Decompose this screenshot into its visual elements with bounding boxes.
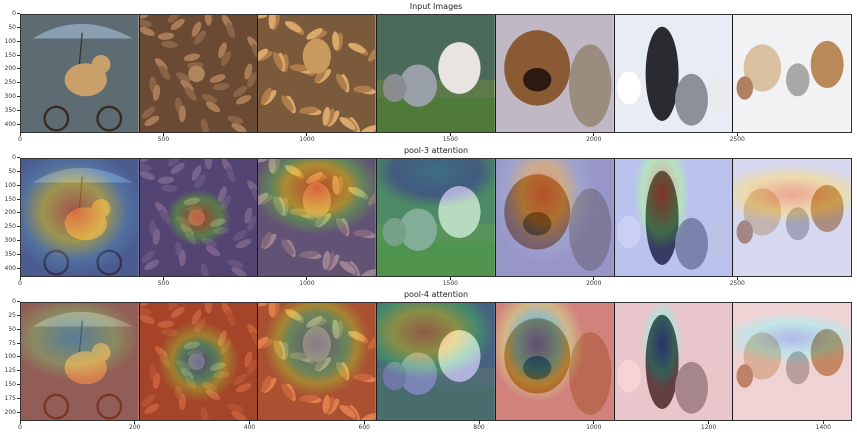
y-tick-label: 400 [0, 265, 20, 272]
y-tick-label: 250 [0, 223, 20, 230]
y-tick-label: 200 [0, 65, 20, 72]
y-tick-label: 300 [0, 93, 20, 100]
x-tick-label: 0 [8, 277, 32, 287]
y-tick-label: 150 [0, 196, 20, 203]
x-tick-label: 200 [123, 421, 147, 431]
y-tick-label: 100 [0, 353, 20, 360]
y-tick-label: 150 [0, 381, 20, 388]
y-tick-label: 300 [0, 237, 20, 244]
y-tick-label: 350 [0, 251, 20, 258]
dog-hidden-in-leaves-icon [139, 303, 259, 420]
y-tick-label: 0 [0, 298, 20, 305]
attention-heatmap [377, 159, 495, 276]
x-tick-label: 1200 [697, 421, 721, 431]
y-tick-label: 100 [0, 38, 20, 45]
dog-in-leaves-icon [258, 303, 378, 420]
y-tick-label: 125 [0, 367, 20, 374]
attention-heatmap [139, 303, 258, 420]
x-tick-label: 500 [151, 133, 175, 143]
row-title: pool-4 attention [403, 290, 469, 299]
y-tick-label: 350 [0, 107, 20, 114]
dogs-and-kittens-icon [733, 15, 851, 132]
dog-on-bicycle-umbrella-icon [21, 159, 140, 276]
cats-on-grass-icon [377, 159, 496, 276]
row-title: Input Images [409, 2, 463, 11]
y-tick-label: 200 [0, 409, 20, 416]
dog-hidden-in-leaves-icon [139, 159, 259, 276]
dog-and-cat-icon [495, 15, 615, 132]
dog-on-bicycle-umbrella-icon [21, 303, 140, 420]
dog-and-cat-icon [495, 159, 615, 276]
dog-hidden-in-leaves-icon [139, 15, 259, 132]
x-tick-label: 1000 [295, 133, 319, 143]
y-tick-label: 0 [0, 154, 20, 161]
y-tick-label: 0 [0, 10, 20, 17]
attention-heatmap [258, 303, 377, 420]
attention-heatmap [258, 159, 377, 276]
bulldog-and-cats-icon [614, 15, 734, 132]
x-tick-label: 1500 [438, 133, 462, 143]
y-tick-label: 200 [0, 209, 20, 216]
y-tick-label: 100 [0, 182, 20, 189]
x-tick-label: 1000 [295, 277, 319, 287]
x-tick-label: 1500 [438, 277, 462, 287]
cats-on-grass-icon [377, 303, 496, 420]
x-tick-label: 0 [8, 133, 32, 143]
attention-heatmap [614, 159, 733, 276]
x-tick-label: 2000 [582, 133, 606, 143]
dog-in-leaves-icon [258, 159, 378, 276]
y-tick-label: 75 [0, 340, 20, 347]
image-axes [20, 302, 852, 421]
attention-heatmap [733, 159, 851, 276]
x-tick-label: 2500 [725, 133, 749, 143]
attention-heatmap [21, 159, 139, 276]
y-tick-label: 175 [0, 395, 20, 402]
cats-on-grass-icon [377, 15, 496, 132]
x-tick-label: 2500 [725, 277, 749, 287]
y-tick-label: 25 [0, 312, 20, 319]
x-tick-label: 600 [352, 421, 376, 431]
x-tick-label: 500 [151, 277, 175, 287]
x-tick-label: 800 [467, 421, 491, 431]
dog-and-cat-icon [495, 303, 615, 420]
figure-row: pool-4 attention [0, 290, 857, 434]
y-tick-label: 50 [0, 24, 20, 31]
figure-row: Input Images [0, 2, 857, 146]
y-tick-label: 250 [0, 79, 20, 86]
x-tick-label: 0 [8, 421, 32, 431]
bulldog-and-cats-icon [614, 303, 734, 420]
attention-heatmap [21, 303, 139, 420]
attention-heatmap [733, 303, 851, 420]
attention-heatmap [495, 303, 614, 420]
x-tick-label: 2000 [582, 277, 606, 287]
x-tick-label: 400 [238, 421, 262, 431]
y-tick-label: 400 [0, 121, 20, 128]
image-axes [20, 158, 852, 277]
y-tick-label: 50 [0, 168, 20, 175]
bulldog-and-cats-icon [614, 159, 734, 276]
dog-in-leaves-icon [258, 15, 378, 132]
dogs-and-kittens-icon [733, 303, 851, 420]
y-tick-label: 150 [0, 52, 20, 59]
x-tick-label: 1000 [582, 421, 606, 431]
dogs-and-kittens-icon [733, 159, 851, 276]
attention-heatmap [614, 303, 733, 420]
figure-row: pool-3 attention [0, 146, 857, 290]
row-title: pool-3 attention [403, 146, 469, 155]
attention-heatmap [139, 159, 258, 276]
y-tick-label: 50 [0, 326, 20, 333]
dog-on-bicycle-umbrella-icon [21, 15, 140, 132]
attention-heatmap [377, 303, 495, 420]
attention-heatmap [495, 159, 614, 276]
image-axes [20, 14, 852, 133]
x-tick-label: 1400 [811, 421, 835, 431]
